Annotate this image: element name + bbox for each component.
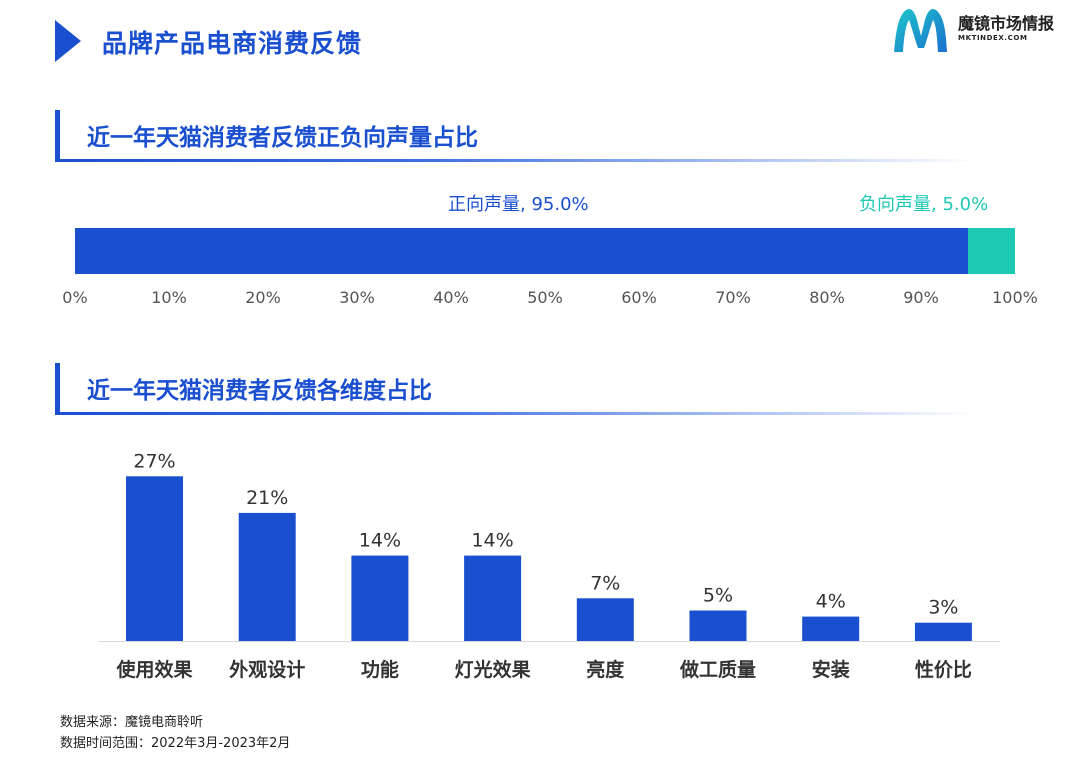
x-tick-label: 0% xyxy=(62,288,88,307)
bar-value-label: 5% xyxy=(703,585,733,607)
header-arrow-icon xyxy=(55,20,81,62)
bar xyxy=(238,512,296,641)
bar xyxy=(802,616,860,641)
logo-name: 魔镜市场情报 xyxy=(958,14,1055,33)
bar xyxy=(126,476,183,641)
bar xyxy=(464,555,522,641)
category-label: 功能 xyxy=(361,658,399,681)
bar-value-label: 21% xyxy=(246,487,288,509)
category-label: 性价比 xyxy=(915,658,972,681)
bar-value-label: 14% xyxy=(359,530,401,552)
footer-range: 数据时间范围：2022年3月-2023年2月 xyxy=(60,736,291,751)
bar-value-label: 14% xyxy=(471,530,513,552)
logo-url: MKTINDEX.COM xyxy=(958,34,1028,42)
category-label: 亮度 xyxy=(586,658,625,681)
footer-source: 数据来源：魔镜电商聆听 xyxy=(60,715,204,730)
section-title: 近一年天猫消费者反馈各维度占比 xyxy=(87,378,432,404)
x-tick-label: 70% xyxy=(715,288,751,307)
x-tick-label: 40% xyxy=(433,288,469,307)
bar-value-label: 27% xyxy=(133,450,175,472)
bar xyxy=(576,598,634,641)
negative-label: 负向声量, 5.0% xyxy=(859,194,989,215)
x-tick-label: 60% xyxy=(621,288,657,307)
page-title: 品牌产品电商消费反馈 xyxy=(102,29,363,58)
category-label: 做工质量 xyxy=(679,658,756,681)
bar xyxy=(689,610,747,641)
bar xyxy=(914,622,972,641)
section-underline xyxy=(55,159,975,162)
category-label: 使用效果 xyxy=(115,658,192,681)
logo-m-icon xyxy=(894,8,947,52)
x-tick-label: 20% xyxy=(245,288,281,307)
bar-value-label: 4% xyxy=(816,591,846,613)
dimension-bar-chart: 27% 使用效果 21% 外观设计 14% 功能 14% 灯光效果 7% 亮度 5% 做工质量 4% 安装… xyxy=(98,450,1000,681)
x-tick-label: 80% xyxy=(809,288,845,307)
section-marker xyxy=(55,363,60,415)
positive-segment xyxy=(75,228,968,274)
x-tick-label: 90% xyxy=(903,288,939,307)
section-sentiment: 近一年天猫消费者反馈正负向声量占比 xyxy=(55,110,975,162)
x-tick-label: 10% xyxy=(151,288,187,307)
section-dimensions: 近一年天猫消费者反馈各维度占比 xyxy=(55,363,975,415)
x-tick-label: 100% xyxy=(992,288,1038,307)
section-title: 近一年天猫消费者反馈正负向声量占比 xyxy=(87,125,478,151)
negative-segment xyxy=(968,228,1015,274)
logo: 魔镜市场情报 MKTINDEX.COM xyxy=(890,6,1060,56)
category-label: 外观设计 xyxy=(229,658,305,681)
stacked-bar xyxy=(75,228,1015,274)
bar-value-label: 3% xyxy=(928,597,958,619)
positive-label: 正向声量, 95.0% xyxy=(448,194,589,215)
x-tick-label: 30% xyxy=(339,288,375,307)
category-label: 灯光效果 xyxy=(455,658,531,681)
bar-value-label: 7% xyxy=(590,572,620,594)
x-tick-label: 50% xyxy=(527,288,563,307)
bar xyxy=(351,555,409,641)
category-label: 安装 xyxy=(812,658,850,681)
section-marker xyxy=(55,110,60,162)
section-underline xyxy=(55,412,975,415)
